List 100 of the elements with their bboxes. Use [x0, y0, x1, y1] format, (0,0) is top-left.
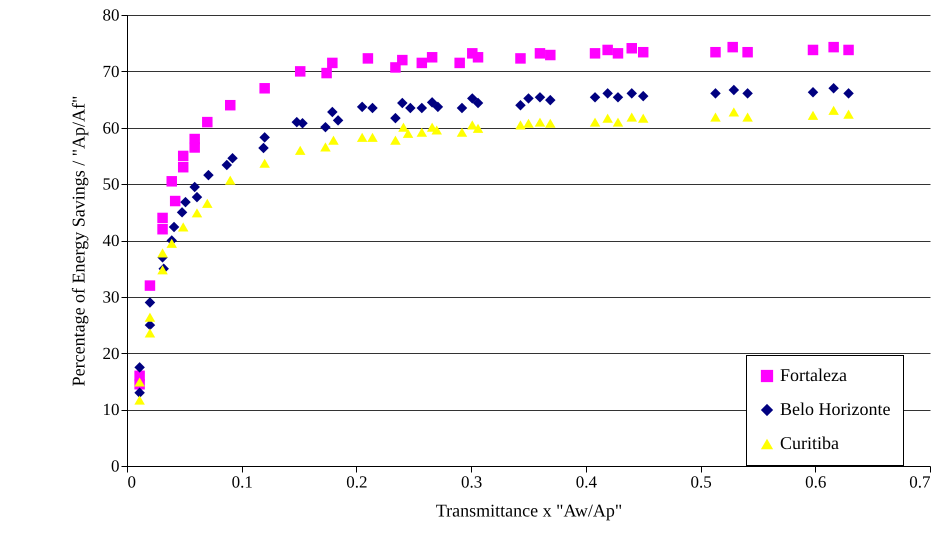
point: [180, 196, 191, 208]
point: [144, 328, 156, 338]
point: [168, 222, 180, 232]
point: [727, 42, 738, 52]
point: [602, 114, 613, 123]
point: [134, 377, 145, 387]
point: [294, 66, 306, 77]
point: [742, 46, 753, 58]
point: [144, 312, 156, 322]
point: [426, 97, 438, 108]
x-tick-label: 0.3: [461, 472, 482, 492]
point: [590, 48, 600, 59]
point: [367, 102, 378, 114]
point: [612, 48, 624, 59]
point: [362, 53, 374, 64]
point: [828, 42, 839, 52]
point: [843, 44, 854, 56]
point: [416, 128, 428, 137]
y-tick-label: 0: [111, 456, 120, 476]
x-tick-label: 0.4: [576, 472, 598, 492]
x-tick-label: 0.7: [909, 472, 931, 492]
point: [545, 118, 556, 128]
y-tick-label: 20: [102, 344, 120, 363]
point: [227, 152, 238, 164]
point: [456, 128, 468, 137]
point: [454, 58, 465, 68]
point: [808, 86, 818, 98]
point: [170, 196, 180, 206]
point: [416, 102, 428, 114]
point: [320, 142, 331, 152]
y-tick-label: 50: [102, 174, 120, 194]
point: [534, 92, 546, 103]
point: [157, 248, 168, 258]
point: [728, 84, 740, 96]
point: [203, 170, 214, 180]
point: [626, 43, 637, 54]
point: [467, 93, 478, 104]
point: [144, 280, 156, 291]
point: [192, 192, 202, 202]
point: [828, 83, 839, 94]
y-tick-label: 10: [102, 400, 120, 420]
point: [710, 46, 721, 58]
point: [178, 222, 188, 232]
point: [843, 110, 854, 119]
point: [523, 118, 534, 128]
x-axis-title: Transmittance x "Aw/Ap": [436, 500, 622, 520]
point: [602, 44, 613, 56]
point: [808, 110, 818, 120]
point: [157, 224, 168, 234]
point: [327, 106, 338, 118]
point: [328, 136, 339, 145]
x-tick-label: 0.5: [690, 472, 712, 492]
point: [472, 124, 484, 133]
point: [134, 387, 145, 398]
point: [202, 116, 213, 128]
point: [638, 114, 648, 123]
point: [178, 150, 188, 162]
point: [612, 92, 624, 103]
y-tick-label: 30: [102, 287, 120, 306]
y-tick-label: 60: [102, 118, 120, 138]
y-tick-label: 70: [102, 62, 120, 81]
point: [225, 100, 236, 110]
point: [426, 52, 438, 63]
point: [431, 125, 442, 135]
point: [515, 100, 526, 110]
point: [843, 88, 854, 99]
point: [638, 46, 648, 58]
point: [178, 162, 188, 172]
point: [134, 396, 145, 405]
point: [728, 107, 740, 117]
point: [397, 54, 408, 66]
point: [405, 102, 416, 114]
point: [402, 128, 414, 138]
point: [390, 112, 401, 124]
y-tick-label: 40: [102, 231, 120, 250]
point: [545, 50, 556, 60]
point: [144, 297, 156, 308]
point: [398, 122, 409, 132]
point: [456, 102, 468, 114]
point: [432, 102, 444, 112]
point: [176, 207, 188, 218]
point: [638, 90, 648, 102]
point: [534, 118, 546, 127]
point: [626, 112, 637, 122]
point: [808, 44, 818, 56]
point: [166, 238, 177, 248]
point: [356, 132, 368, 142]
point: [612, 118, 624, 127]
point: [742, 112, 753, 122]
point: [710, 88, 721, 99]
legend-label: Curitiba: [780, 433, 840, 453]
point: [626, 88, 637, 99]
point: [710, 112, 721, 122]
point: [515, 120, 526, 130]
point: [390, 136, 401, 145]
point: [545, 94, 556, 106]
point: [590, 92, 600, 103]
legend-label: Belo Horizonte: [780, 399, 890, 419]
point: [166, 176, 177, 187]
point: [332, 115, 344, 126]
